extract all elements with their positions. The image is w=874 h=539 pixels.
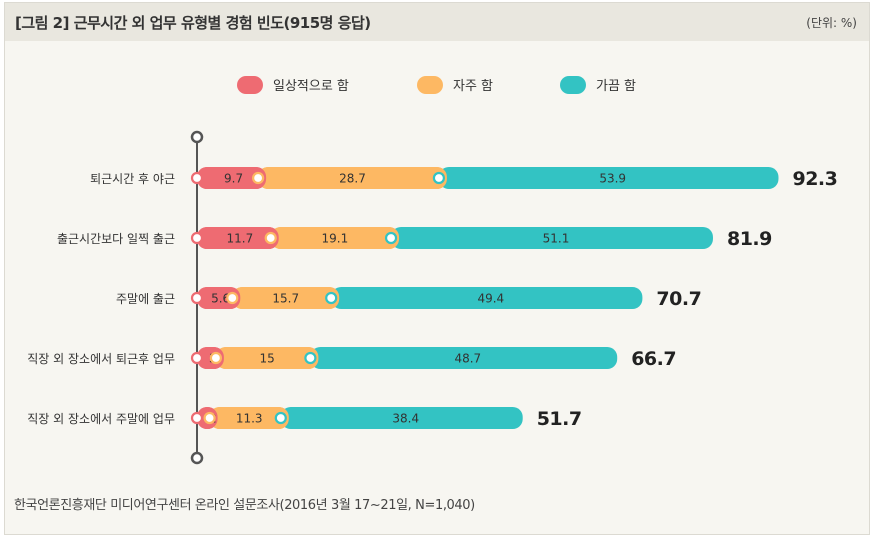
junction-dot-r4-2 xyxy=(209,351,222,365)
total-label-1: 92.3 xyxy=(792,168,837,190)
value-label-r3-s2: 15.7 xyxy=(272,292,299,306)
legend-label-1: 일상적으로 함 xyxy=(273,79,349,94)
junction-dot-r2-3 xyxy=(384,231,398,245)
total-label-4: 66.7 xyxy=(631,348,676,370)
junction-dot-r1-1 xyxy=(190,171,204,185)
bar-cap-r2-s2 xyxy=(270,227,400,249)
bar-cap-r2-s1 xyxy=(197,227,279,249)
bar-segment-r4-s3 xyxy=(310,347,618,369)
category-label-4: 직장 외 장소에서 퇴근후 업무 xyxy=(27,352,175,366)
category-label-2: 출근시간보다 일찍 출근 xyxy=(57,232,175,246)
value-label-r4-s3: 48.7 xyxy=(454,352,481,366)
junction-dot-r1-2 xyxy=(252,171,265,185)
bar-cap-r1-s2 xyxy=(258,167,447,189)
bar-cap-r4-s2 xyxy=(215,347,319,369)
junction-dot-r5-3 xyxy=(274,411,287,425)
junction-dot-r2-1 xyxy=(190,231,204,245)
value-label-r2-s1: 11.7 xyxy=(226,232,253,246)
junction-dot-r3-1 xyxy=(190,291,204,305)
value-label-r2-s2: 19.1 xyxy=(322,232,349,246)
bar-segment-r1-s3 xyxy=(438,167,779,189)
total-label-3: 70.7 xyxy=(656,288,701,310)
junction-dot-r3-2 xyxy=(226,291,239,305)
value-label-r5-s3: 38.4 xyxy=(392,412,419,426)
junction-dot-r2-2 xyxy=(264,231,277,245)
bar-segment-r3-s3 xyxy=(331,287,643,309)
legend-label-2: 자주 함 xyxy=(453,79,493,94)
value-label-r3-s1: 5.6 xyxy=(211,292,230,306)
axis-top-cap xyxy=(190,130,204,144)
chart-title: [그림 2] 근무시간 외 업무 유형별 경험 빈도(915명 응답) xyxy=(15,14,371,32)
legend-swatch-1 xyxy=(237,76,263,94)
bar-cap-r1-s1 xyxy=(197,167,267,189)
value-label-r1-s1: 9.7 xyxy=(224,172,243,186)
value-label-r1-s2: 28.7 xyxy=(339,172,366,186)
category-label-3: 주말에 출근 xyxy=(116,292,175,306)
junction-dot-r5-1 xyxy=(190,411,204,425)
source-note: 한국언론진흥재단 미디어연구센터 온라인 설문조사(2016년 3월 17~21… xyxy=(14,498,475,513)
category-label-5: 직장 외 장소에서 주말에 업무 xyxy=(27,412,175,426)
value-label-r3-s3: 49.4 xyxy=(477,292,504,306)
legend-swatch-2 xyxy=(417,76,443,94)
bar-cap-r5-s2 xyxy=(209,407,289,429)
header-bar: [그림 2] 근무시간 외 업무 유형별 경험 빈도(915명 응답) (단위:… xyxy=(5,3,869,41)
junction-dot-r3-3 xyxy=(325,291,338,305)
legend-swatch-3 xyxy=(560,76,586,94)
value-label-r1-s3: 53.9 xyxy=(599,172,626,186)
junction-dot-r1-3 xyxy=(432,171,446,185)
junction-dot-r5-2 xyxy=(203,411,216,425)
junction-dot-r4-3 xyxy=(304,351,317,365)
junction-dot-r4-1 xyxy=(190,351,204,365)
legend-label-3: 가끔 함 xyxy=(596,79,636,94)
value-label-r2-s3: 51.1 xyxy=(543,232,570,246)
value-label-r4-s2: 15 xyxy=(260,352,275,366)
bar-segment-r2-s3 xyxy=(391,227,713,249)
bar-cap-r3-s1 xyxy=(197,287,241,309)
total-label-5: 51.7 xyxy=(537,408,582,430)
total-label-2: 81.9 xyxy=(727,228,772,250)
axis-bottom-cap xyxy=(190,451,204,465)
value-label-r5-s2: 11.3 xyxy=(236,412,263,426)
unit-label: (단위: %) xyxy=(806,16,857,30)
bar-cap-r3-s2 xyxy=(232,287,340,309)
category-label-1: 퇴근시간 후 야근 xyxy=(90,172,175,186)
bar-segment-r5-s3 xyxy=(280,407,523,429)
